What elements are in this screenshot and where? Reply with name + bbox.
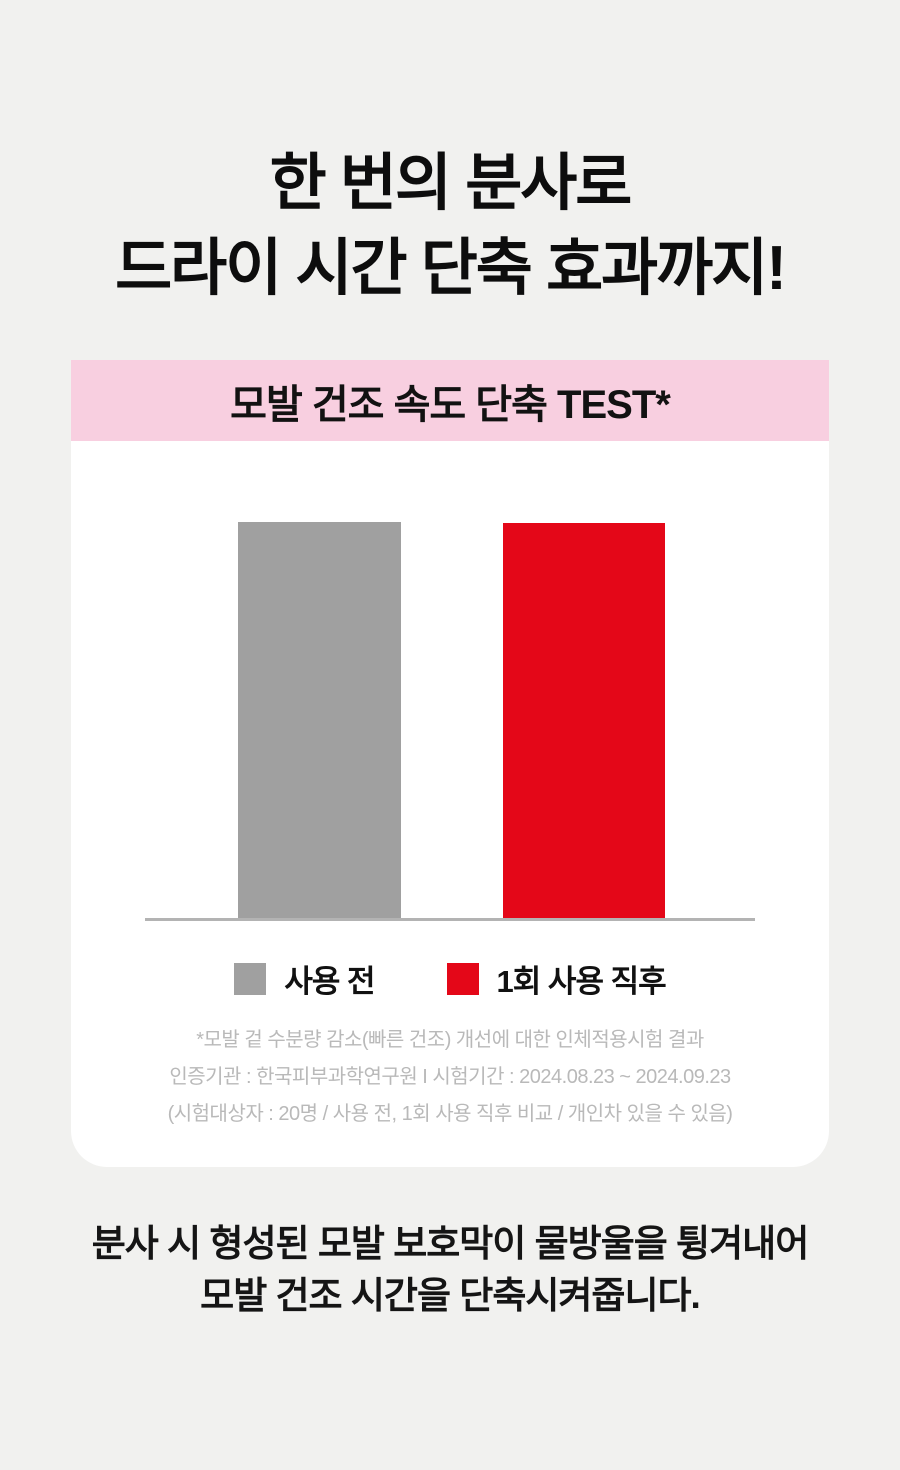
description-line1: 분사 시 형성된 모발 보호막이 물방울을 튕겨내어 — [91, 1223, 809, 1264]
chart-legend: 사용 전 1회 사용 직후 — [71, 956, 829, 1001]
legend-item-before: 사용 전 — [234, 956, 376, 1001]
headline-line1: 한 번의 분사로 — [269, 149, 633, 218]
test-card-title: 모발 건조 속도 단축 TEST* — [230, 382, 671, 427]
bar-before-use — [238, 522, 401, 918]
footnote-line3: (시험대상자 : 20명 / 사용 전, 1회 사용 직후 비교 / 개인차 있… — [167, 1103, 733, 1125]
bar-after-one-use — [503, 523, 665, 918]
legend-swatch-after — [446, 962, 479, 995]
description: 분사 시 형성된 모발 보호막이 물방울을 튕겨내어 모발 건조 시간을 단축시… — [0, 1218, 900, 1322]
legend-label-before: 사용 전 — [284, 964, 375, 999]
footnote-line2: 인증기관 : 한국피부과학연구원 I 시험기간 : 2024.08.23 ~ 2… — [169, 1066, 731, 1088]
chart-baseline — [145, 918, 755, 921]
test-card-header: 모발 건조 속도 단축 TEST* — [71, 360, 829, 441]
headline-line2: 드라이 시간 단축 효과까지! — [115, 234, 787, 303]
test-footnote: *모발 겉 수분량 감소(빠른 건조) 개선에 대한 인체적용시험 결과 인증기… — [71, 1022, 829, 1133]
legend-label-after: 1회 사용 직후 — [496, 964, 667, 999]
description-line2: 모발 건조 시간을 단축시켜줍니다. — [200, 1275, 701, 1316]
legend-item-after: 1회 사용 직후 — [446, 956, 667, 1001]
legend-swatch-before — [234, 962, 267, 995]
headline: 한 번의 분사로 드라이 시간 단축 효과까지! — [0, 141, 900, 311]
footnote-line1: *모발 겉 수분량 감소(빠른 건조) 개선에 대한 인체적용시험 결과 — [196, 1029, 704, 1051]
test-result-card: 모발 건조 속도 단축 TEST* 사용 전 1회 사용 직후 *모발 겉 수분… — [71, 360, 829, 1167]
